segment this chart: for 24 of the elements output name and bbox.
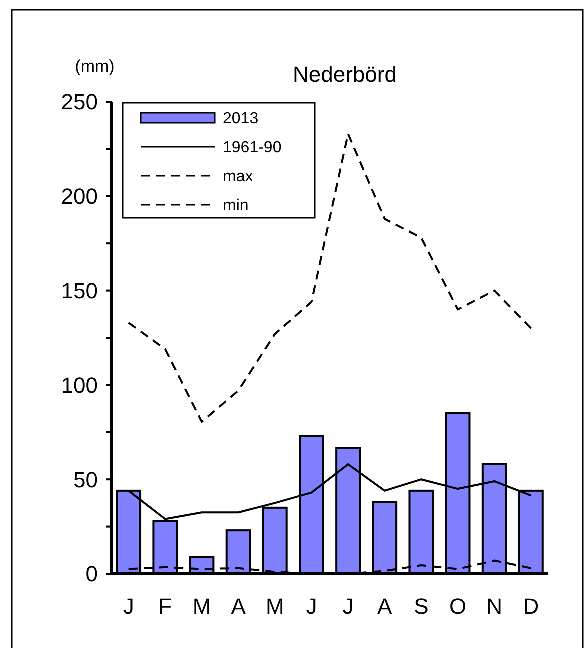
x-tick-label: A bbox=[378, 594, 393, 619]
x-tick-label: N bbox=[486, 594, 503, 619]
legend-label: max bbox=[223, 168, 254, 186]
y-tick-label: 150 bbox=[61, 278, 98, 304]
y-tick-label: 0 bbox=[86, 562, 98, 587]
legend-label: 1961-90 bbox=[223, 140, 282, 157]
x-tick-label: J bbox=[342, 594, 354, 619]
x-tick-label: M bbox=[266, 594, 284, 619]
y-tick-label: 100 bbox=[61, 372, 98, 398]
x-tick-label: A bbox=[231, 594, 246, 619]
y-tick-label: 200 bbox=[61, 184, 98, 210]
x-tick-label: O bbox=[449, 594, 467, 619]
legend-label: min bbox=[223, 198, 249, 215]
y-axis-title: (mm) bbox=[75, 57, 115, 76]
x-tick-label: S bbox=[414, 594, 429, 619]
x-tick-label: J bbox=[306, 594, 318, 619]
y-tick-label: 50 bbox=[74, 467, 98, 492]
x-tick-label: F bbox=[158, 594, 172, 619]
chart-title: Nederbörd bbox=[293, 62, 397, 87]
y-tick-label: 250 bbox=[61, 90, 98, 115]
legend-label: 2013 bbox=[223, 110, 259, 128]
x-tick-label: M bbox=[192, 594, 212, 619]
x-tick-label: D bbox=[523, 594, 540, 619]
x-tick-label: J bbox=[123, 594, 134, 619]
